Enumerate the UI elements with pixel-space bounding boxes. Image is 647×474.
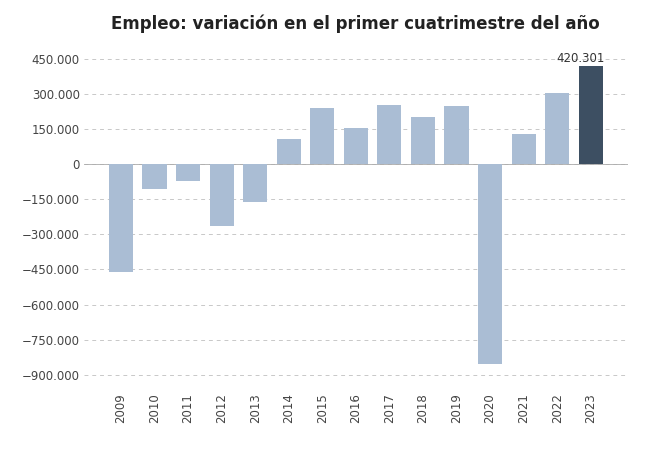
Bar [277, 138, 301, 164]
Bar [444, 106, 468, 164]
Bar [545, 93, 569, 164]
Bar [478, 164, 502, 364]
Bar [109, 164, 133, 272]
Bar [210, 164, 234, 226]
Bar [411, 118, 435, 164]
Title: Empleo: variación en el primer cuatrimestre del año: Empleo: variación en el primer cuatrimes… [111, 14, 600, 33]
Bar [142, 164, 166, 189]
Bar [176, 164, 200, 181]
Bar [310, 108, 334, 164]
Bar [512, 134, 536, 164]
Bar [377, 105, 402, 164]
Text: 420.301: 420.301 [556, 52, 605, 65]
Bar [243, 164, 267, 201]
Bar [344, 128, 368, 164]
Bar [578, 66, 603, 164]
